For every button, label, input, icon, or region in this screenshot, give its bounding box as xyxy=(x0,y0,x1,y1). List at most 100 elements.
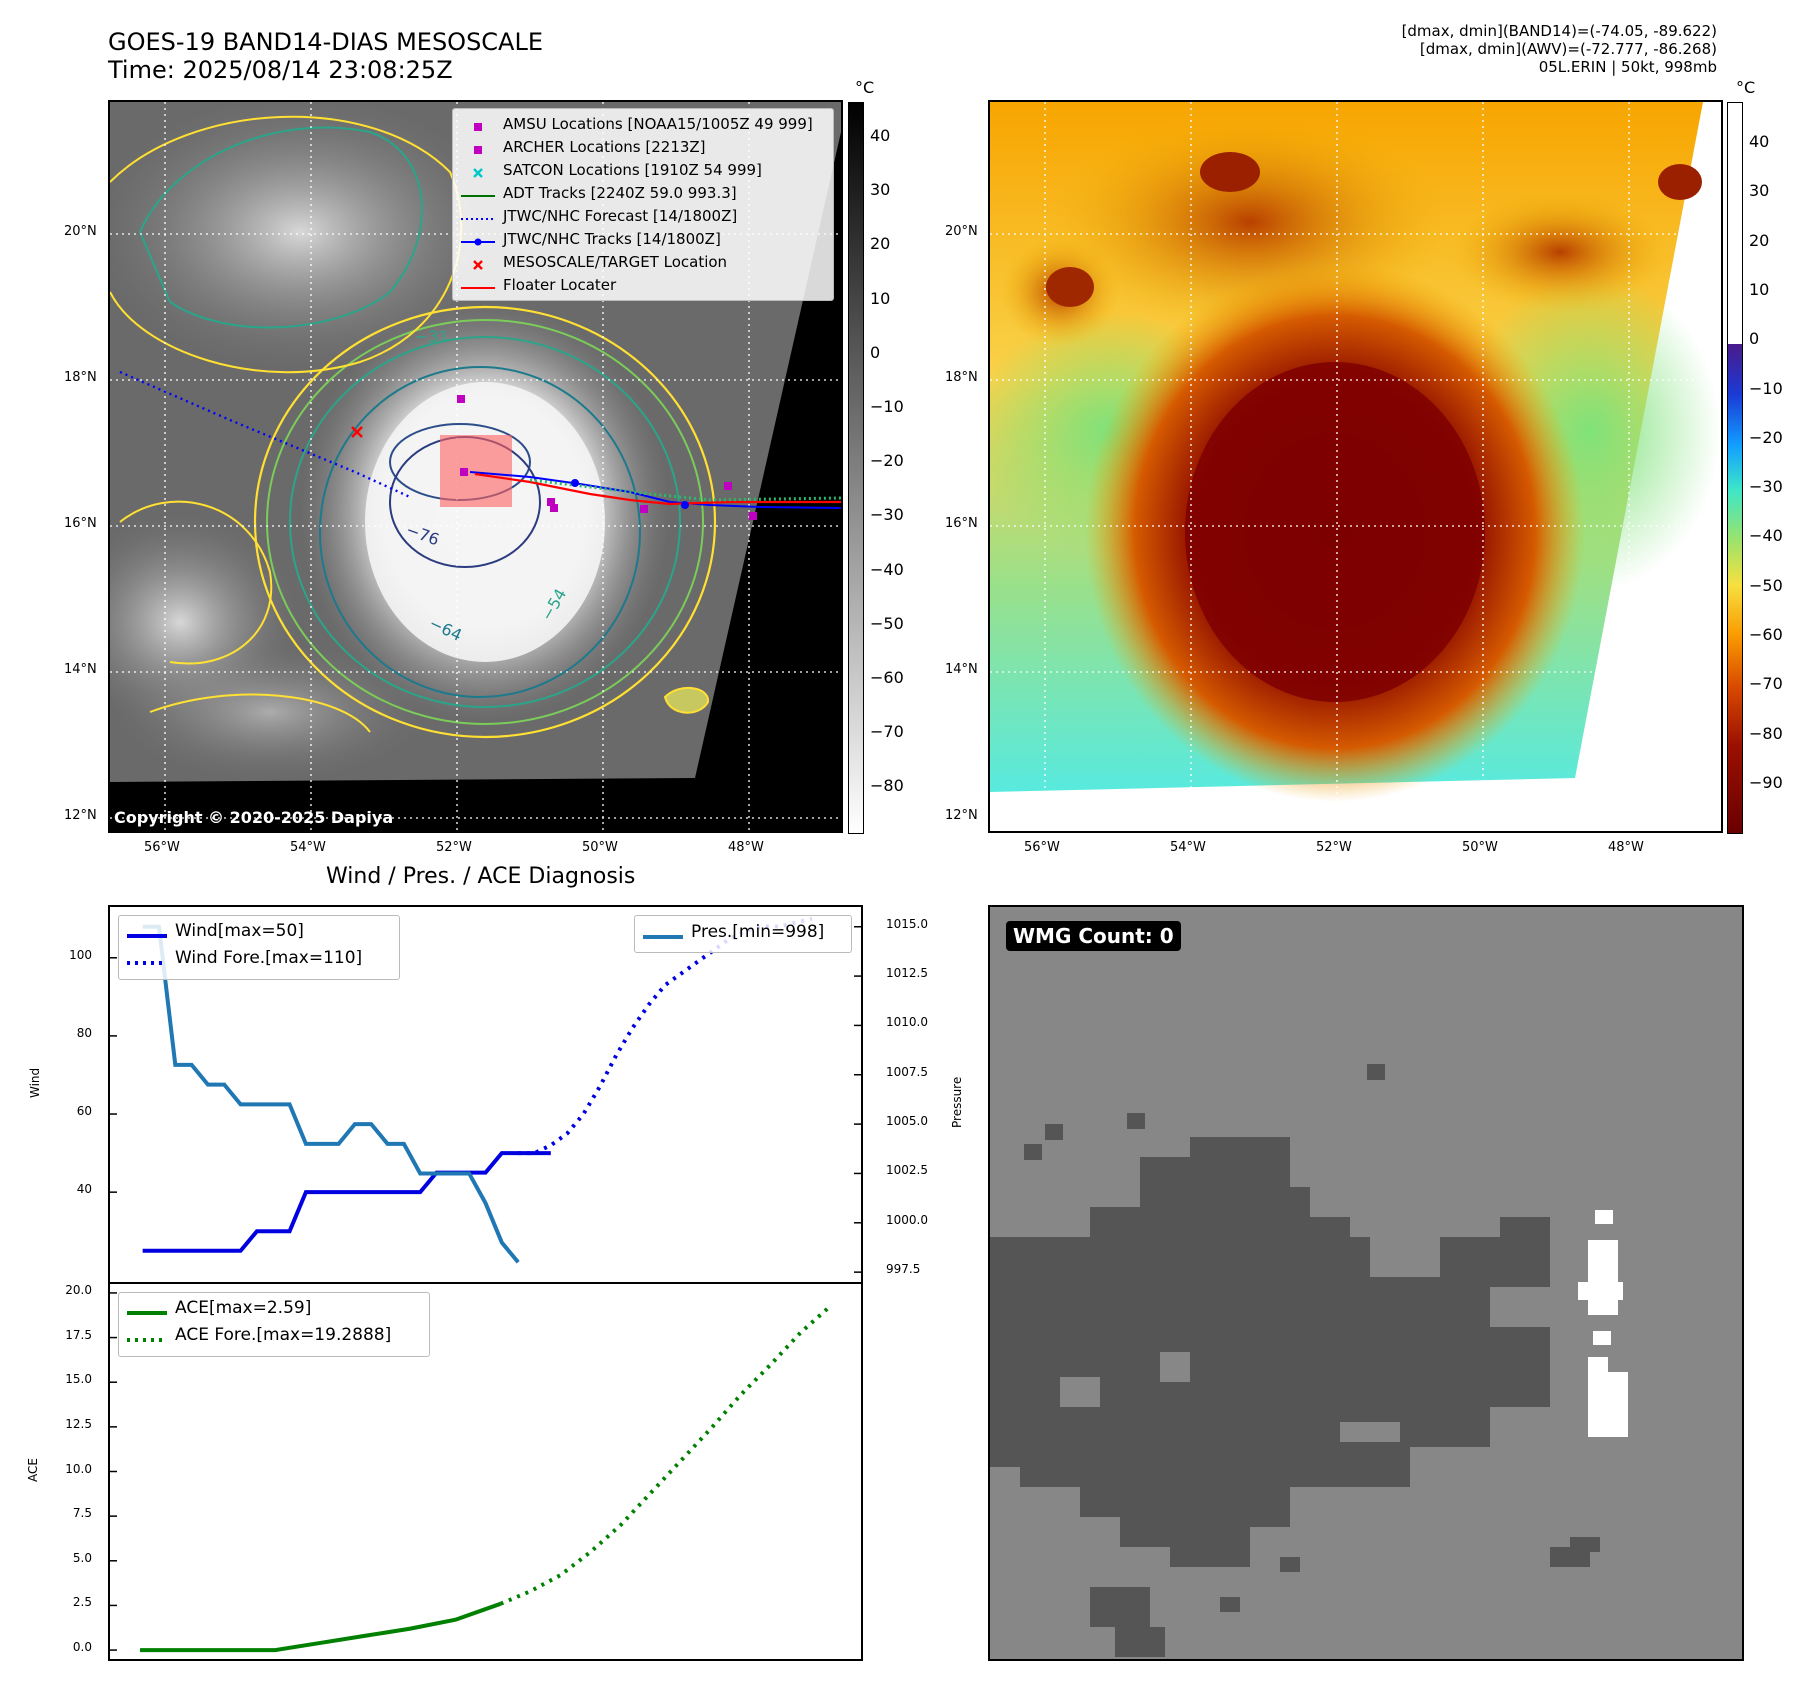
ir-colorbar xyxy=(848,102,864,834)
floater-track xyxy=(474,472,841,506)
awv-lat-tick: 12°N xyxy=(945,808,978,823)
legend-wind: Wind[max=50] xyxy=(175,921,304,941)
ace-line xyxy=(140,1601,502,1653)
wind-panel-title: Wind / Pres. / ACE Diagnosis xyxy=(326,864,636,889)
adt-track xyxy=(529,478,841,502)
pressure-ylabel: Pressure xyxy=(950,1076,964,1128)
legend-pres: Pres.[min=998] xyxy=(691,922,825,942)
jtwc-track xyxy=(469,471,841,509)
stats-line-3: 05L.ERIN | 50kt, 998mb xyxy=(1538,58,1717,76)
awv-lat-tick: 18°N xyxy=(945,370,978,385)
map-legend: AMSU Locations [NOAA15/1005Z 49 999] ARC… xyxy=(452,108,834,301)
legend-wind-fore: Wind Fore.[max=110] xyxy=(175,948,363,968)
ir-lat-tick: 12°N xyxy=(64,808,97,823)
awv-colorbar-tick: 30 xyxy=(1749,181,1770,201)
ace-tick: 5.0 xyxy=(72,1550,92,1565)
amsu-markers xyxy=(457,395,757,520)
awv-colorbar-tick: −60 xyxy=(1749,625,1783,644)
ir-map-panel: −31 −76 −64 −54 AMSU Locations [NOAA15/1… xyxy=(108,100,843,833)
line-marker-icon xyxy=(461,187,495,201)
awv-colorbar-tick: −40 xyxy=(1749,526,1783,546)
stats-line-1: [dmax, dmin](BAND14)=(-74.05, -89.622) xyxy=(1401,22,1717,40)
ace-tick: 7.5 xyxy=(72,1506,92,1521)
awv-colorbar-tick: −70 xyxy=(1749,674,1783,694)
ir-lon-tick: 54°W xyxy=(290,840,326,855)
awv-lon-tick: 48°W xyxy=(1608,840,1644,855)
map-gridlines xyxy=(110,102,841,831)
awv-colorbar-tick: −50 xyxy=(1749,575,1783,595)
awv-colorbar-tick: 20 xyxy=(1749,230,1770,250)
square-marker-icon xyxy=(461,141,495,155)
ir-colorbar-tick: −50 xyxy=(870,613,904,633)
wind-tick: 100 xyxy=(69,947,92,962)
wind-line xyxy=(142,1151,551,1253)
ace-panel: ACE[max=2.59] ACE Fore.[max=19.2888] xyxy=(108,1282,863,1661)
legend-satcon: SATCON Locations [1910Z 54 999] xyxy=(461,159,825,182)
wind-pres-panel: Wind[max=50] Wind Fore.[max=110] Pres.[m… xyxy=(108,905,863,1284)
ir-colorbar-tick: 30 xyxy=(870,180,891,200)
awv-colorbar-tick: −80 xyxy=(1749,723,1783,743)
legend-ace-fore: ACE Fore.[max=19.2888] xyxy=(175,1325,392,1345)
ace-tick: 2.5 xyxy=(72,1595,92,1610)
pressure-line xyxy=(142,924,520,1264)
pressure-tick: 1012.5 xyxy=(886,966,928,981)
ir-colorbar-tick: −10 xyxy=(870,397,904,416)
awv-map-canvas xyxy=(990,102,1721,831)
ir-colorbar-tick: 40 xyxy=(870,126,891,145)
line-dot-icon xyxy=(461,233,495,247)
ace-ylabel: ACE xyxy=(26,1458,40,1482)
ace-tick: 17.5 xyxy=(65,1327,92,1342)
contour-label-31: −31 xyxy=(415,327,449,346)
awv-lon-tick: 56°W xyxy=(1024,840,1060,855)
awv-colorbar-tick: 0 xyxy=(1749,329,1760,349)
ir-colorbar-tick: −20 xyxy=(870,451,904,471)
floater-box xyxy=(440,435,512,507)
dotted-line-icon xyxy=(127,952,167,966)
awv-colorbar-tick: 10 xyxy=(1749,279,1770,299)
awv-colorbar-ticks: 40 30 20 10 0 −10 −20 −30 −40 −50 −60 −70 −80 −90 xyxy=(1749,102,1799,832)
ir-lat-tick: 20°N xyxy=(64,224,97,239)
ace-tick: 20.0 xyxy=(65,1282,92,1297)
legend-ace: ACE[max=2.59] xyxy=(175,1298,312,1318)
ir-lat-tick: 16°N xyxy=(64,516,97,531)
awv-colorbar-tick: −20 xyxy=(1749,427,1783,447)
wind-legend: Wind[max=50] Wind Fore.[max=110] xyxy=(118,915,400,980)
ir-lon-tick: 56°W xyxy=(144,840,180,855)
ir-colorbar-tick: −70 xyxy=(870,722,904,742)
ir-colorbar-tick: 20 xyxy=(870,234,891,254)
ace-legend: ACE[max=2.59] ACE Fore.[max=19.2888] xyxy=(118,1292,430,1357)
wind-pres-plot xyxy=(110,916,861,1273)
legend-archer: ARCHER Locations [2213Z] xyxy=(461,136,825,159)
target-marker xyxy=(351,426,363,438)
wmg-canvas xyxy=(990,1064,1628,1657)
awv-lon-tick: 54°W xyxy=(1170,840,1206,855)
solid-line-icon xyxy=(127,1302,167,1316)
stats-line-2: [dmax, dmin](AWV)=(-72.777, -86.268) xyxy=(1419,40,1717,58)
line-marker-icon xyxy=(461,279,495,293)
ace-tick: 0.0 xyxy=(72,1640,92,1655)
wind-forecast-line xyxy=(518,916,813,1156)
ir-colorbar-tick: −60 xyxy=(870,668,904,687)
ir-colorbar-tick: 10 xyxy=(870,288,891,308)
title-line-1: GOES-19 BAND14-DIAS MESOSCALE xyxy=(108,28,544,56)
legend-forecast: JTWC/NHC Forecast [14/1800Z] xyxy=(461,205,825,228)
awv-lon-tick: 50°W xyxy=(1462,840,1498,855)
dotted-line-icon xyxy=(461,210,495,224)
pressure-tick: 1005.0 xyxy=(886,1114,928,1129)
awv-colorbar-tick: 40 xyxy=(1749,132,1770,151)
ir-colorbar-ticks: 40 30 20 10 0 −10 −20 −30 −40 −50 −60 −70 −80 xyxy=(870,102,920,832)
ace-tick: 15.0 xyxy=(65,1372,92,1387)
wind-ticks: 100 80 60 40 xyxy=(40,905,102,1284)
awv-lat-tick: 20°N xyxy=(945,224,978,239)
ir-colorbar-tick: −30 xyxy=(870,505,904,525)
solid-line-icon xyxy=(643,925,683,939)
pressure-tick: 1007.5 xyxy=(886,1064,928,1079)
wmg-count-badge: WMG Count: 0 xyxy=(1006,921,1181,951)
dotted-line-icon xyxy=(127,1329,167,1343)
wind-tick: 60 xyxy=(76,1104,92,1119)
pressure-tick: 997.5 xyxy=(886,1262,921,1277)
ace-tick: 10.0 xyxy=(65,1461,92,1476)
wmg-white-cells xyxy=(1578,1210,1628,1437)
awv-colorbar-tick: −30 xyxy=(1749,477,1783,497)
solid-line-icon xyxy=(127,925,167,939)
